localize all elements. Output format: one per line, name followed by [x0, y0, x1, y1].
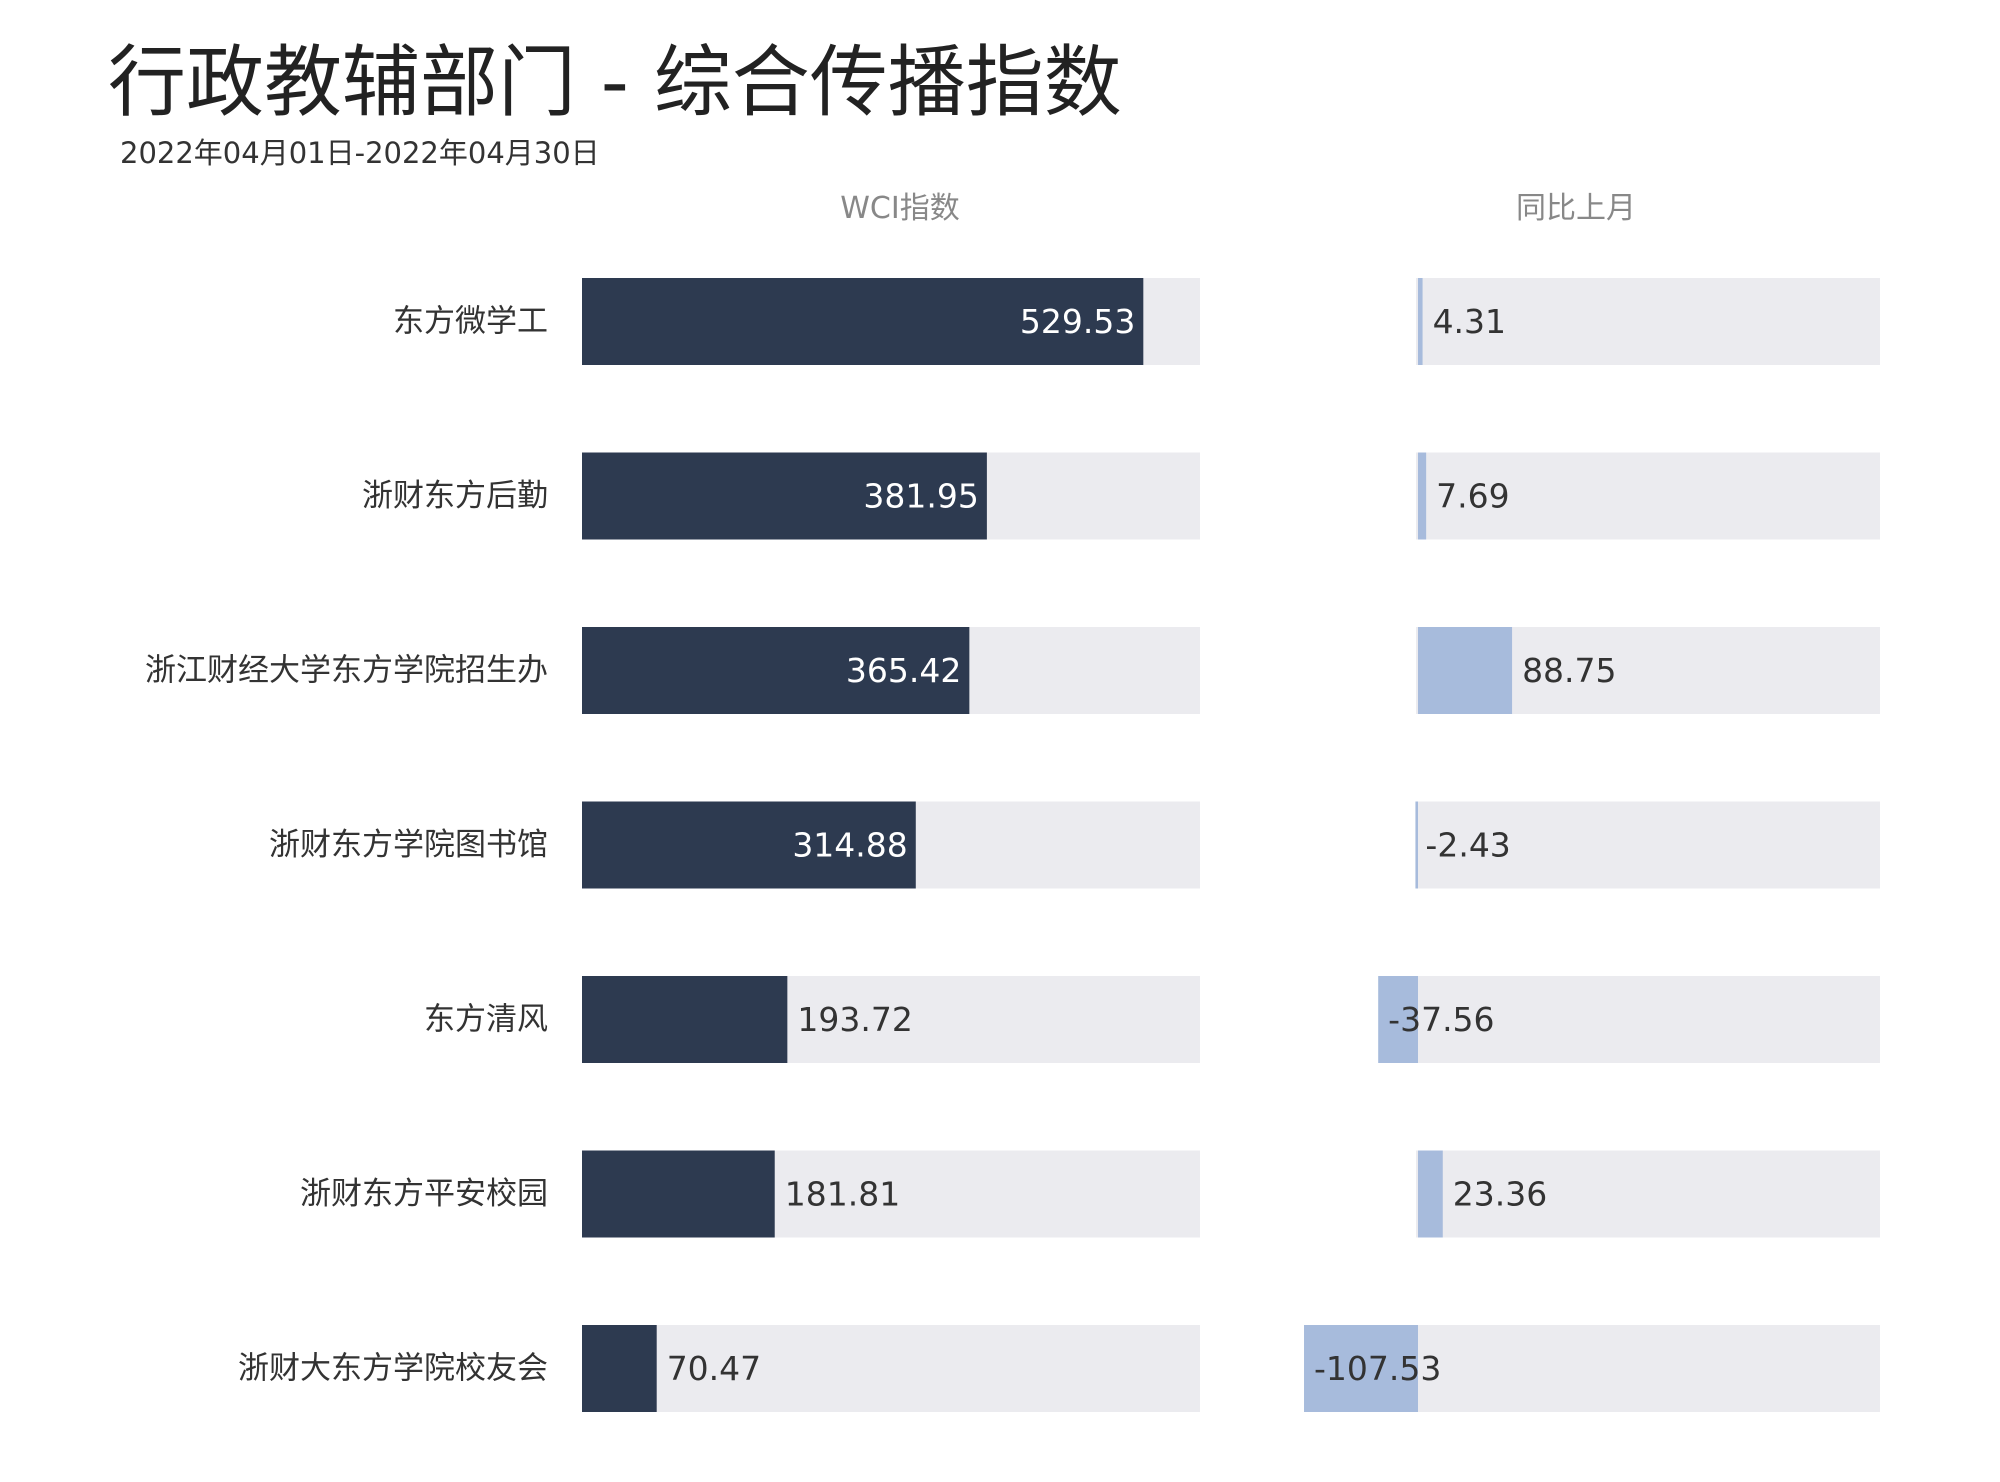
mom-value-label: 4.31 [1433, 302, 1506, 341]
wci-value-label: 314.88 [792, 826, 907, 865]
mom-track [1416, 801, 1880, 889]
wci-value-label: 365.42 [846, 651, 961, 690]
wci-bar [582, 452, 987, 540]
category-label: 浙财大东方学院校友会 [238, 1351, 548, 1387]
mom-bar [1418, 627, 1513, 714]
mom-track [1416, 452, 1880, 540]
mom-column-header: 同比上月 [1516, 191, 1636, 226]
date-range-subtitle: 2022年04月01日-2022年04月30日 [120, 136, 600, 170]
category-label: 东方微学工 [393, 304, 548, 340]
wci-bar [582, 801, 916, 889]
wci-value-label: 193.72 [797, 1000, 912, 1039]
mom-value-label: -107.53 [1314, 1349, 1441, 1388]
wci-column-header: WCI指数 [840, 191, 959, 226]
mom-track [1416, 1325, 1880, 1412]
wci-bar [582, 627, 970, 714]
mom-track [1416, 278, 1880, 365]
wci-bar [582, 1325, 657, 1412]
category-label: 浙财东方平安校园 [300, 1176, 548, 1212]
mom-value-label: 88.75 [1522, 651, 1616, 690]
category-label: 东方清风 [424, 1002, 548, 1038]
chart-title: 行政教辅部门 - 综合传播指数 [108, 38, 1122, 128]
category-label: 浙江财经大学东方学院招生办 [145, 653, 548, 689]
wci-value-label: 381.95 [863, 477, 978, 516]
category-label: 浙财东方学院图书馆 [269, 827, 548, 863]
mom-value-label: -37.56 [1388, 1000, 1494, 1039]
wci-value-label: 529.53 [1020, 302, 1135, 341]
wci-bar [582, 278, 1144, 365]
mom-bar [1418, 278, 1423, 365]
wci-bar [582, 1150, 775, 1238]
mom-track [1416, 1150, 1880, 1238]
mom-track [1416, 976, 1880, 1063]
mom-bar [1418, 452, 1427, 540]
wci-value-label: 70.47 [667, 1349, 761, 1388]
category-label: 浙财东方后勤 [362, 478, 548, 514]
wci-bar [582, 976, 788, 1063]
mom-value-label: -2.43 [1425, 826, 1510, 865]
mom-bar [1304, 1325, 1418, 1412]
mom-bar [1415, 801, 1418, 889]
mom-value-label: 7.69 [1436, 477, 1509, 516]
mom-bar [1378, 976, 1418, 1063]
mom-bar [1418, 1150, 1443, 1238]
mom-value-label: 23.36 [1453, 1175, 1547, 1214]
wci-value-label: 181.81 [785, 1175, 900, 1214]
wci-track [582, 1325, 1200, 1412]
